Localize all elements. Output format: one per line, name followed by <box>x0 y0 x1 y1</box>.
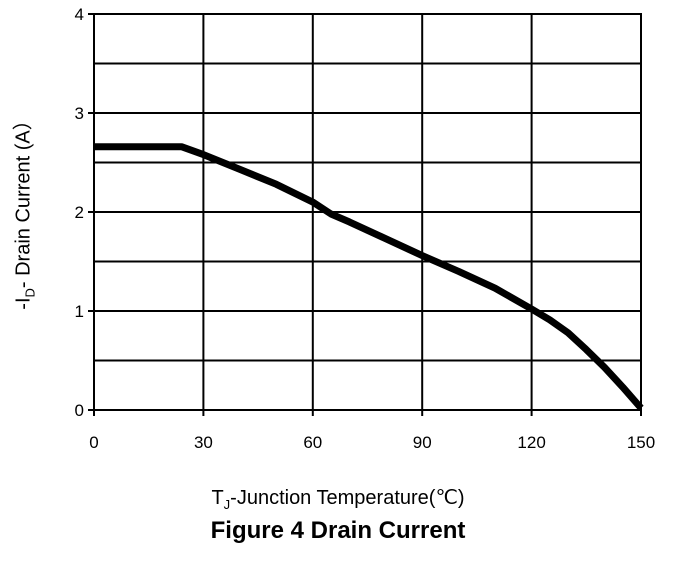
x-tick-label: 30 <box>194 433 213 452</box>
x-tick-label: 150 <box>627 433 655 452</box>
x-tick-label: 90 <box>413 433 432 452</box>
y-tick-label: 4 <box>75 5 84 24</box>
y-axis-label: -ID- Drain Current (A） <box>12 110 38 310</box>
y-tick-label: 3 <box>75 104 84 123</box>
x-tick-label: 60 <box>303 433 322 452</box>
y-tick-label: 2 <box>75 203 84 222</box>
x-tick-label: 0 <box>89 433 98 452</box>
y-tick-label: 0 <box>75 401 84 420</box>
y-axis-label-container: -ID- Drain Current (A） <box>7 0 38 420</box>
x-axis-label: TJ-Junction Temperature(℃) <box>211 487 465 512</box>
y-tick-label: 1 <box>75 302 84 321</box>
x-tick-label: 120 <box>517 433 545 452</box>
chart-title: Figure 4 Drain Current <box>210 517 466 544</box>
drain-current-curve <box>94 143 644 411</box>
